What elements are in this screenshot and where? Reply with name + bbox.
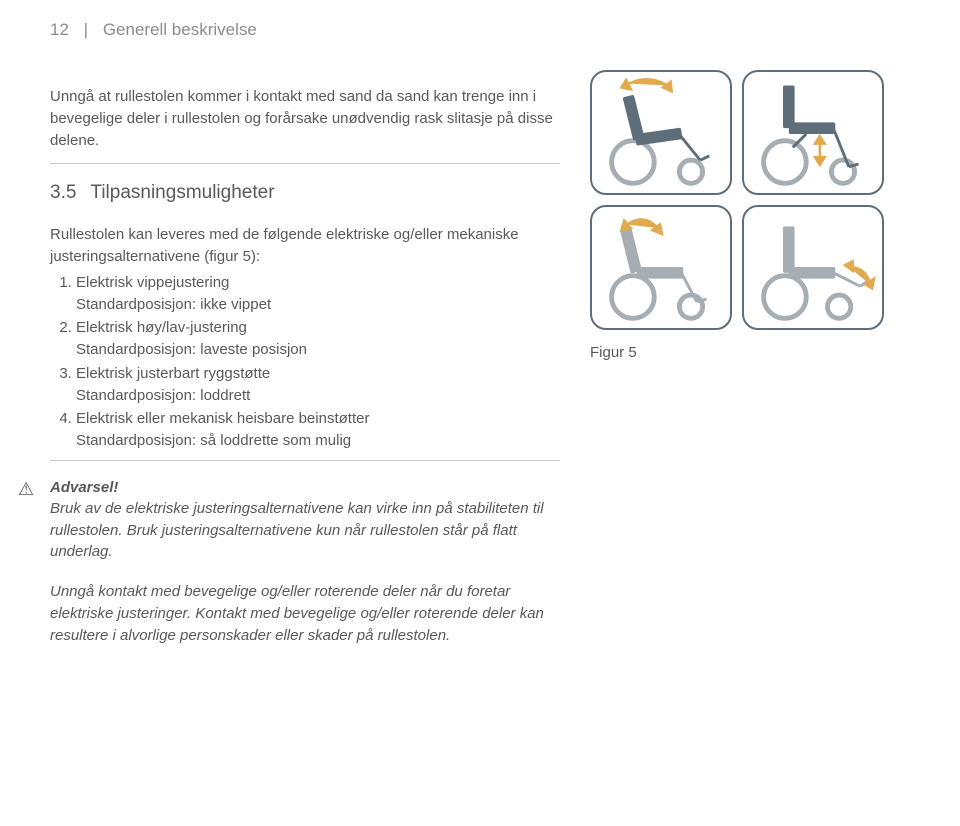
header-divider: |: [84, 20, 88, 40]
adjustment-list: Elektrisk vippejustering Standardposisjo…: [50, 272, 560, 452]
list-item: Elektrisk eller mekanisk heisbare beinst…: [76, 408, 560, 452]
section-title: Tilpasningsmuligheter: [90, 182, 274, 203]
figure-cell-legrest: [742, 205, 884, 330]
list-item-sub: Standardposisjon: loddrett: [76, 385, 560, 407]
list-item-sub: Standardposisjon: laveste posisjon: [76, 339, 560, 361]
wheelchair-recline-icon: [592, 207, 730, 328]
warning-block: ⚠ Advarsel! Bruk av de elektriske juster…: [50, 479, 560, 647]
warning-body-2: Unngå kontakt med bevegelige og/eller ro…: [50, 581, 560, 646]
figure-column: Figur 5: [590, 20, 920, 664]
intro-paragraph: Unngå at rullestolen kommer i kontakt me…: [50, 86, 560, 151]
figure-label: Figur 5: [590, 344, 920, 361]
list-item-title: Elektrisk eller mekanisk heisbare beinst…: [76, 410, 369, 427]
warning-body-1: Bruk av de elektriske justeringsalternat…: [50, 498, 560, 563]
wheelchair-tilt-icon: [592, 72, 730, 193]
wheelchair-lift-icon: [744, 72, 882, 193]
main-content-column: 12 | Generell beskrivelse Unngå at rulle…: [50, 20, 590, 664]
separator-rule: [50, 460, 560, 461]
list-item: Elektrisk høy/lav-justering Standardposi…: [76, 317, 560, 361]
list-item: Elektrisk justerbart ryggstøtte Standard…: [76, 363, 560, 407]
separator-rule: [50, 163, 560, 164]
list-item: Elektrisk vippejustering Standardposisjo…: [76, 272, 560, 316]
list-item-title: Elektrisk høy/lav-justering: [76, 319, 247, 336]
wheelchair-legrest-icon: [744, 207, 882, 328]
figure-cell-recline: [590, 205, 732, 330]
list-item-sub: Standardposisjon: ikke vippet: [76, 294, 560, 316]
section-lead: Rullestolen kan leveres med de følgende …: [50, 224, 560, 268]
section-number: 3.5: [50, 182, 76, 203]
list-item-title: Elektrisk vippejustering: [76, 274, 229, 291]
section-heading: 3.5 Tilpasningsmuligheter: [50, 182, 560, 204]
header-section-title: Generell beskrivelse: [103, 20, 257, 39]
page-number: 12: [50, 20, 69, 39]
figure-grid: [590, 70, 920, 330]
warning-icon: ⚠: [18, 479, 34, 500]
warning-title: Advarsel!: [50, 479, 560, 496]
figure-cell-lift: [742, 70, 884, 195]
figure-cell-tilt: [590, 70, 732, 195]
list-item-title: Elektrisk justerbart ryggstøtte: [76, 365, 270, 382]
list-item-sub: Standardposisjon: så loddrette som mulig: [76, 430, 560, 452]
page-header: 12 | Generell beskrivelse: [50, 20, 560, 40]
